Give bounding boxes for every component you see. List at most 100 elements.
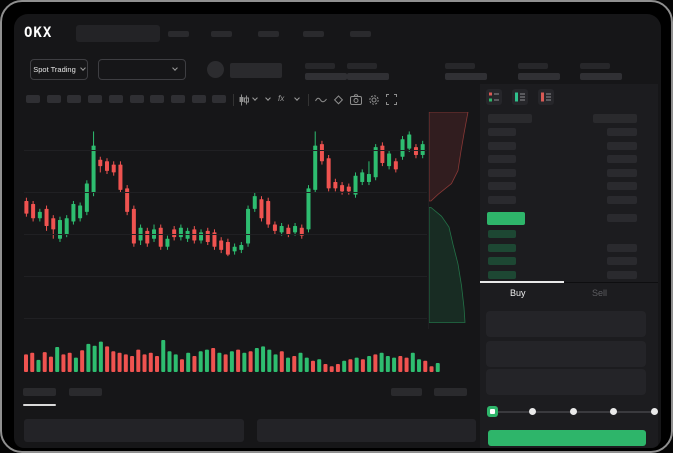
book-combined-icon[interactable]	[486, 89, 502, 105]
bid-price-2[interactable]	[488, 243, 516, 252]
volume-chart[interactable]	[24, 340, 442, 372]
ask-price-6[interactable]	[488, 195, 516, 204]
interval-button-10[interactable]	[212, 95, 227, 103]
depth-chart[interactable]	[428, 112, 479, 329]
pair-dropdown[interactable]	[98, 59, 186, 80]
interval-button-9[interactable]	[191, 95, 206, 103]
ask-amount-3	[607, 155, 637, 163]
slider-stop-50[interactable]	[569, 408, 577, 415]
candle-body	[272, 224, 277, 231]
bid-price-1[interactable]	[488, 230, 516, 238]
market-type-dropdown[interactable]: Spot Trading	[30, 59, 88, 80]
volume-bar	[373, 354, 378, 372]
buy-button[interactable]	[488, 430, 646, 446]
candle-body	[178, 227, 183, 238]
ask-price-4[interactable]	[488, 168, 516, 177]
slider-stop-75[interactable]	[610, 408, 617, 415]
trading-app-screen: OKX Spot Trading fx	[14, 14, 661, 448]
nav-item-1[interactable]	[168, 31, 189, 37]
search-input[interactable]	[76, 25, 160, 42]
stat-label-4	[518, 63, 548, 69]
total-input[interactable]	[486, 369, 646, 395]
candle-body	[24, 200, 29, 214]
bottom-tab-1[interactable]	[23, 388, 56, 396]
compare-icon[interactable]	[333, 94, 344, 105]
interval-chevron-icon[interactable]	[265, 95, 271, 101]
ask-amount-4	[607, 168, 637, 177]
last-price-badge[interactable]	[487, 212, 525, 225]
toolbar-divider	[233, 93, 234, 106]
candle-body	[413, 147, 418, 155]
orders-table-placeholder	[257, 419, 476, 442]
ask-price-5[interactable]	[488, 182, 516, 190]
ob-header-amount	[593, 114, 637, 123]
ask-price-1[interactable]	[488, 128, 516, 136]
volume-bar	[286, 357, 291, 372]
ask-price-3[interactable]	[488, 155, 516, 163]
nav-item-4[interactable]	[303, 31, 324, 37]
interval-button-8[interactable]	[170, 95, 185, 103]
candle-body	[98, 159, 103, 167]
interval-button-1[interactable]	[26, 95, 40, 103]
candle-body	[84, 183, 89, 212]
candle-body	[51, 218, 56, 230]
slider-stop-100[interactable]	[650, 408, 658, 415]
camera-icon[interactable]	[350, 94, 362, 105]
tab-sell[interactable]: Sell	[592, 288, 608, 298]
volume-bar	[73, 357, 78, 372]
indicators-chevron-icon[interactable]	[294, 95, 300, 101]
tab-buy[interactable]: Buy	[510, 288, 526, 298]
fullscreen-icon[interactable]	[386, 94, 397, 105]
book-bids-icon[interactable]	[512, 89, 528, 105]
interval-button-7[interactable]	[150, 95, 165, 103]
candle-body	[353, 175, 358, 195]
interval-button-5[interactable]	[108, 95, 123, 103]
price-input[interactable]	[486, 311, 646, 337]
bid-amount-3	[607, 257, 637, 265]
volume-bar	[417, 359, 422, 372]
nav-item-3[interactable]	[258, 31, 279, 37]
candle-body	[279, 226, 284, 233]
last-price-amount	[607, 214, 637, 222]
settings-icon[interactable]	[368, 94, 380, 106]
candle-body	[158, 227, 163, 247]
line-tool-icon[interactable]	[315, 95, 327, 105]
interval-button-3[interactable]	[67, 95, 82, 103]
interval-button-2[interactable]	[46, 95, 61, 103]
stat-group-3	[445, 63, 487, 80]
indicators-fx-icon[interactable]: fx	[278, 94, 285, 103]
bid-price-4[interactable]	[488, 270, 516, 279]
slider-handle[interactable]	[486, 406, 498, 417]
interval-button-4[interactable]	[88, 95, 103, 103]
stat-group-1	[305, 63, 347, 80]
slider-stop-25[interactable]	[529, 408, 536, 415]
bid-amount-2	[607, 243, 637, 252]
bottom-tab-2[interactable]	[69, 388, 102, 396]
volume-bar	[24, 354, 28, 372]
volume-bar	[142, 354, 147, 372]
nav-item-5[interactable]	[350, 31, 371, 37]
candle-body	[380, 145, 385, 164]
volume-bar	[292, 356, 297, 372]
candlestick-chart[interactable]	[24, 114, 427, 332]
volume-bar	[279, 351, 284, 372]
ask-price-2[interactable]	[488, 141, 516, 150]
volume-bar	[55, 347, 60, 372]
volume-bar	[36, 359, 41, 372]
candle-style-chevron-icon[interactable]	[252, 95, 258, 101]
book-asks-icon[interactable]	[538, 89, 554, 105]
stat-label-5	[580, 63, 610, 69]
bottom-action-1[interactable]	[391, 388, 422, 396]
bid-price-3[interactable]	[488, 257, 516, 265]
bottom-action-2[interactable]	[434, 388, 467, 396]
interval-button-6[interactable]	[129, 95, 144, 103]
candle-style-icon[interactable]	[238, 94, 250, 106]
candle-body	[306, 188, 311, 230]
volume-bar	[117, 352, 122, 372]
candle-body	[37, 211, 42, 219]
asks-depth-area	[429, 112, 469, 202]
amount-input[interactable]	[486, 341, 646, 367]
nav-item-2[interactable]	[211, 31, 232, 37]
volume-bar	[261, 346, 266, 372]
volume-bar	[148, 352, 153, 372]
